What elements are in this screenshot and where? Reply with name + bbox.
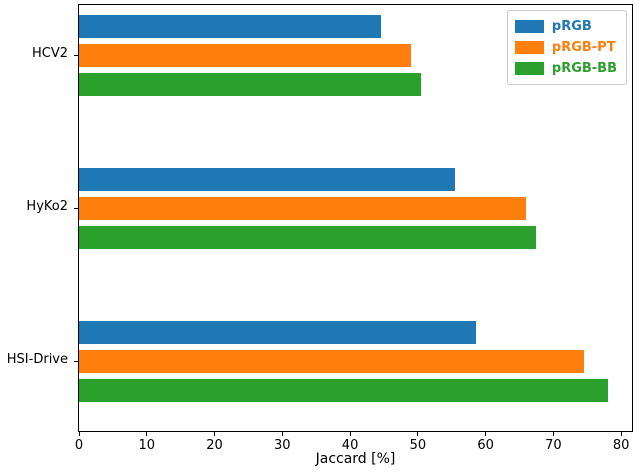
bar-pRGB-HSI-Drive bbox=[79, 320, 476, 344]
legend-color-patch bbox=[514, 41, 544, 54]
x-tick bbox=[214, 432, 216, 436]
y-tick bbox=[74, 360, 78, 362]
bar-pRGB-BB-HCV2 bbox=[79, 72, 422, 96]
x-tick bbox=[485, 432, 487, 436]
legend-color-patch bbox=[514, 20, 544, 33]
legend-color-patch bbox=[514, 62, 544, 75]
x-tick bbox=[349, 432, 351, 436]
x-tick-label: 60 bbox=[477, 438, 494, 453]
legend-label: pRGB-PT bbox=[551, 40, 616, 55]
x-tick-label: 70 bbox=[545, 438, 562, 453]
bar-pRGB-PT-HSI-Drive bbox=[79, 349, 584, 373]
legend-item-pRGB-BB: pRGB-BB bbox=[514, 58, 617, 79]
bar-pRGB-HyKo2 bbox=[79, 167, 456, 191]
x-tick bbox=[78, 432, 80, 436]
x-tick-label: 30 bbox=[274, 438, 291, 453]
plot-area: pRGB pRGB-PT pRGB-BB bbox=[78, 4, 633, 432]
y-tick-label-HSI-Drive: HSI-Drive bbox=[6, 352, 68, 367]
x-tick bbox=[552, 432, 554, 436]
bar-pRGB-BB-HSI-Drive bbox=[79, 378, 608, 402]
x-tick bbox=[281, 432, 283, 436]
x-tick-label: 50 bbox=[409, 438, 427, 453]
x-tick-label: 80 bbox=[612, 438, 630, 453]
legend-label: pRGB bbox=[551, 19, 592, 34]
bar-pRGB-BB-HyKo2 bbox=[79, 225, 537, 249]
bar-pRGB-PT-HCV2 bbox=[79, 43, 412, 67]
y-tick-label-HyKo2: HyKo2 bbox=[26, 199, 68, 214]
y-tick bbox=[74, 54, 78, 56]
x-tick-label: 20 bbox=[206, 438, 223, 453]
y-tick bbox=[74, 207, 78, 209]
x-tick bbox=[620, 432, 622, 436]
bar-pRGB-PT-HyKo2 bbox=[79, 196, 527, 220]
y-tick-label-HCV2: HCV2 bbox=[31, 46, 68, 61]
x-tick bbox=[417, 432, 419, 436]
x-tick-label: 40 bbox=[341, 438, 359, 453]
x-tick-label: 0 bbox=[74, 438, 84, 453]
legend: pRGB pRGB-PT pRGB-BB bbox=[506, 10, 627, 85]
legend-label: pRGB-BB bbox=[551, 61, 617, 76]
x-tick bbox=[146, 432, 148, 436]
x-tick-label: 10 bbox=[138, 438, 156, 453]
bar-pRGB-HCV2 bbox=[79, 14, 381, 38]
legend-item-pRGB-PT: pRGB-PT bbox=[514, 37, 617, 58]
x-axis-label: Jaccard [%] bbox=[315, 451, 396, 467]
legend-item-pRGB: pRGB bbox=[514, 16, 617, 37]
